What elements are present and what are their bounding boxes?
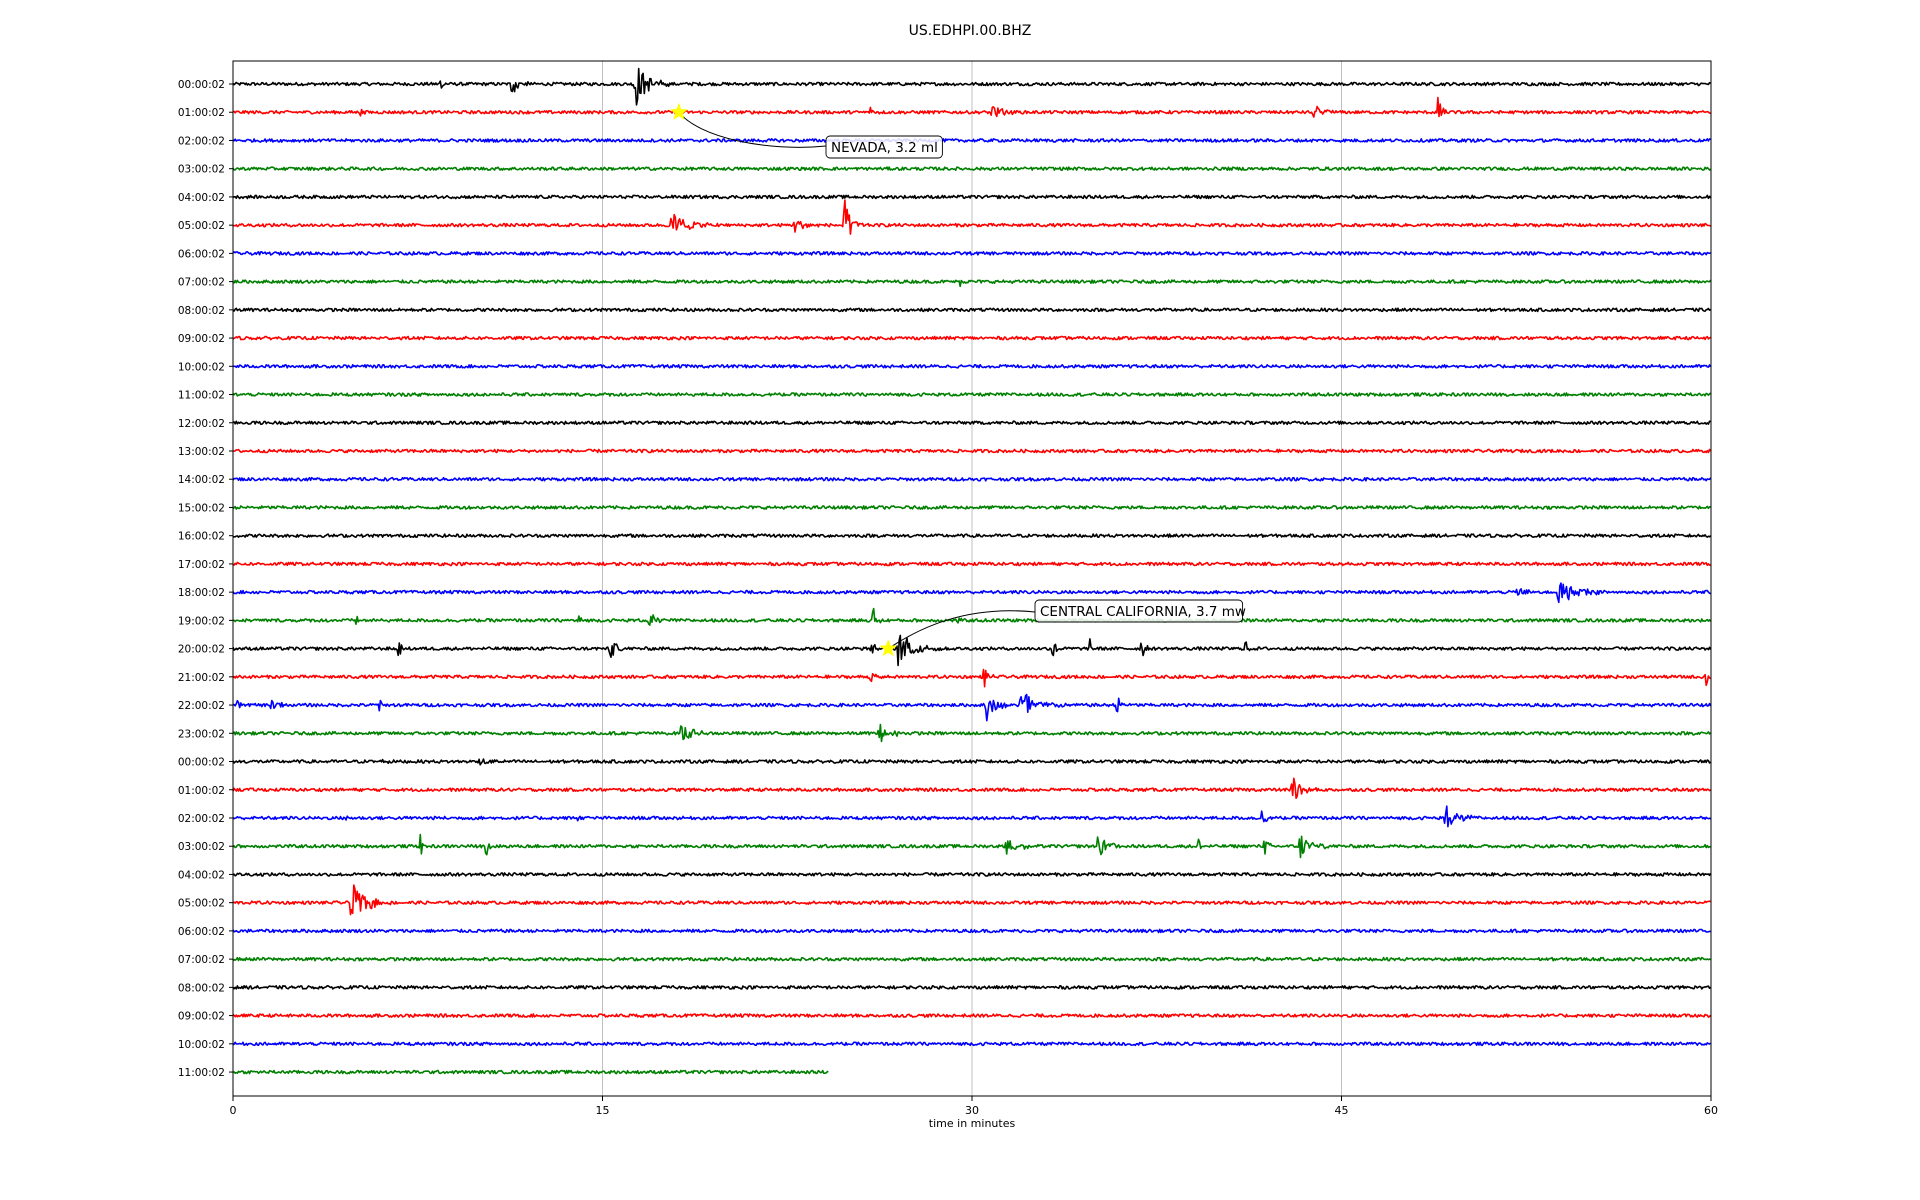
- chart-title: US.EDHPI.00.BHZ: [909, 23, 1032, 39]
- trace-row-26: [232, 805, 1712, 828]
- row-label-23: 23:00:02: [178, 728, 225, 740]
- trace-row-17: [232, 561, 1711, 567]
- row-label-5: 05:00:02: [178, 220, 225, 232]
- row-label-26: 02:00:02: [178, 813, 225, 825]
- row-label-15: 15:00:02: [178, 502, 225, 514]
- row-label-10: 10:00:02: [178, 361, 225, 373]
- trace-row-31: [232, 956, 1711, 962]
- x-tick-label-3: 45: [1335, 1104, 1349, 1117]
- trace-row-14: [232, 476, 1712, 482]
- annotation-box-1: [1034, 599, 1244, 623]
- trace-row-25: [232, 777, 1712, 800]
- row-label-2: 02:00:02: [178, 135, 225, 147]
- trace-row-9: [232, 335, 1712, 341]
- row-label-16: 16:00:02: [178, 531, 225, 543]
- trace-row-2: [232, 138, 1711, 143]
- x-tick-label-2: 30: [965, 1104, 979, 1117]
- row-label-24: 00:00:02: [178, 757, 225, 769]
- trace-row-27: [232, 833, 1711, 859]
- row-label-3: 03:00:02: [178, 164, 225, 176]
- x-axis-label: time in minutes: [929, 1117, 1016, 1130]
- row-label-11: 11:00:02: [178, 390, 225, 402]
- row-label-12: 12:00:02: [178, 418, 225, 430]
- row-label-34: 10:00:02: [178, 1039, 225, 1051]
- row-label-30: 06:00:02: [178, 926, 225, 938]
- row-label-18: 18:00:02: [178, 587, 225, 599]
- x-tick-label-4: 60: [1704, 1104, 1718, 1117]
- trace-row-28: [232, 872, 1712, 877]
- row-label-33: 09:00:02: [178, 1011, 225, 1023]
- row-label-28: 04:00:02: [178, 869, 225, 881]
- grid-lines: [602, 61, 1342, 1096]
- annotation-label-0: NEVADA, 3.2 ml: [831, 140, 938, 156]
- row-label-29: 05:00:02: [178, 898, 225, 910]
- trace-row-32: [232, 985, 1712, 990]
- row-label-1: 01:00:02: [178, 107, 225, 119]
- trace-row-6: [232, 251, 1711, 256]
- row-time-labels: 00:00:02 01:00:02 02:00:02 03:00:02 04:00:02…: [178, 79, 233, 1079]
- trace-row-18: [232, 582, 1711, 604]
- trace-row-7: [232, 279, 1712, 288]
- trace-row-0: [232, 67, 1711, 106]
- row-label-17: 17:00:02: [178, 559, 225, 571]
- trace-row-35: [232, 1069, 829, 1075]
- trace-row-22: [232, 693, 1712, 722]
- trace-row-34: [232, 1041, 1712, 1047]
- row-label-4: 04:00:02: [178, 192, 225, 204]
- trace-row-15: [232, 505, 1711, 510]
- row-label-7: 07:00:02: [178, 277, 225, 289]
- row-label-22: 22:00:02: [178, 700, 225, 712]
- row-label-32: 08:00:02: [178, 982, 225, 994]
- trace-row-3: [232, 166, 1712, 171]
- trace-row-20: [232, 634, 1712, 667]
- trace-row-1: [233, 96, 1711, 118]
- trace-row-19: [232, 607, 1712, 626]
- row-label-19: 19:00:02: [178, 615, 225, 627]
- trace-row-10: [232, 363, 1712, 369]
- row-label-8: 08:00:02: [178, 305, 225, 317]
- trace-row-29: [232, 884, 1711, 916]
- row-label-13: 13:00:02: [178, 446, 225, 458]
- row-label-31: 07:00:02: [178, 954, 225, 966]
- row-label-35: 11:00:02: [178, 1067, 225, 1079]
- trace-row-13: [232, 448, 1712, 454]
- annotation-leader-0: [678, 111, 827, 148]
- trace-row-21: [232, 668, 1711, 688]
- trace-row-8: [232, 307, 1712, 313]
- annotation-star-0: [669, 102, 688, 120]
- x-axis-ticks: 0 15 30 45 60: [230, 1096, 1718, 1117]
- trace-row-4: [232, 194, 1712, 200]
- trace-row-33: [232, 1013, 1712, 1018]
- x-tick-label-0: 0: [230, 1104, 237, 1117]
- row-label-14: 14:00:02: [178, 474, 225, 486]
- trace-row-5: [232, 199, 1712, 235]
- row-label-9: 09:00:02: [178, 333, 225, 345]
- row-label-27: 03:00:02: [178, 841, 225, 853]
- trace-row-24: [232, 758, 1712, 766]
- trace-row-23: [232, 723, 1712, 743]
- trace-row-16: [232, 533, 1712, 538]
- trace-row-12: [232, 420, 1711, 426]
- event-annotations: NEVADA, 3.2 ml CENTRAL CALIFORNIA, 3.7 mw: [669, 102, 1246, 657]
- x-tick-label-1: 15: [596, 1104, 610, 1117]
- annotation-box-0: [825, 135, 943, 159]
- annotation-star-1: [879, 639, 898, 657]
- row-label-6: 06:00:02: [178, 248, 225, 260]
- trace-row-11: [232, 392, 1712, 397]
- annotation-leader-1: [887, 610, 1036, 650]
- row-label-25: 01:00:02: [178, 785, 225, 797]
- trace-rows: [232, 67, 1712, 1075]
- trace-row-30: [232, 928, 1711, 934]
- row-label-0: 00:00:02: [178, 79, 225, 91]
- row-label-20: 20:00:02: [178, 644, 225, 656]
- annotation-label-1: CENTRAL CALIFORNIA, 3.7 mw: [1040, 604, 1246, 620]
- row-label-21: 21:00:02: [178, 672, 225, 684]
